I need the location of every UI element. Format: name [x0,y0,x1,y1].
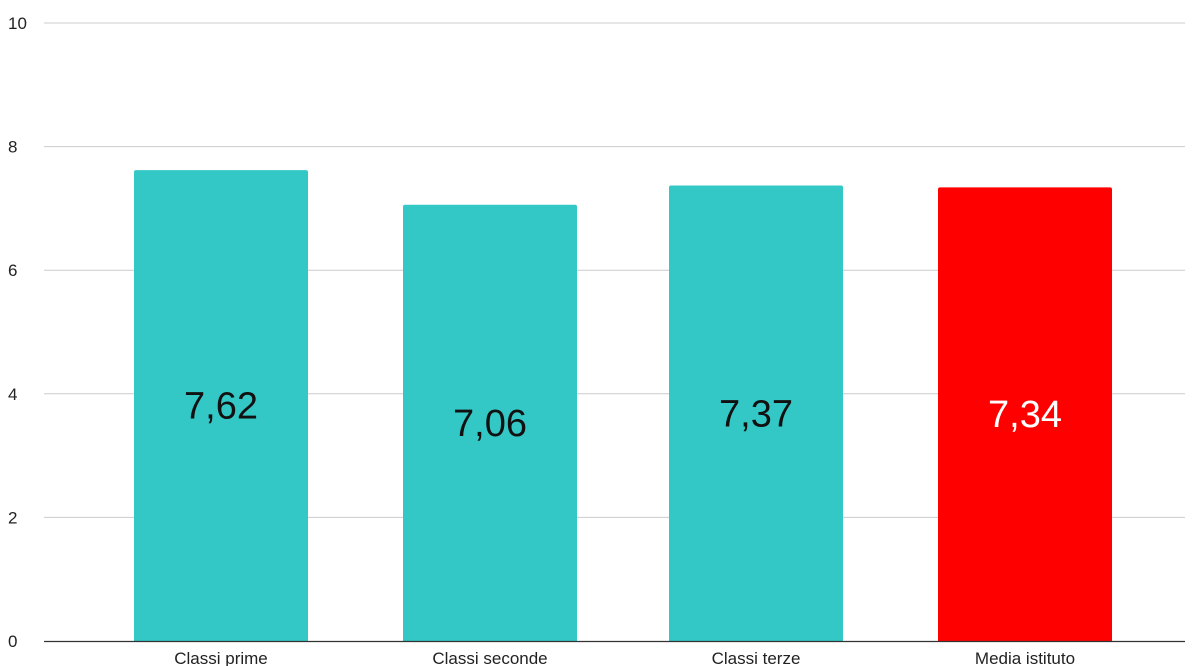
data-label: 7,06 [453,403,527,445]
data-labels: 7,62 7,06 7,37 7,34 [184,386,1062,445]
y-tick-label: 8 [8,138,17,157]
y-tick-label: 10 [8,14,27,33]
bars [134,170,1112,642]
bar-media-istituto [938,187,1112,641]
y-tick-label: 0 [8,632,17,651]
y-tick-label: 4 [8,385,17,404]
bar-classi-prime [134,170,308,642]
y-axis-ticks: 0 2 4 6 8 10 [8,14,27,651]
data-label: 7,37 [719,393,793,435]
data-label: 7,62 [184,386,258,428]
y-tick-label: 6 [8,261,17,280]
bar-classi-seconde [403,204,577,641]
x-axis-categories: Classi prime Classi seconde Classi terze Me… [174,649,1075,666]
x-category-label: Classi terze [712,649,801,666]
x-category-label: Media istituto [975,649,1075,666]
x-category-label: Classi prime [174,649,268,666]
y-tick-label: 2 [8,508,17,527]
data-label: 7,34 [988,394,1062,436]
x-category-label: Classi seconde [432,649,547,666]
bar-classi-terze [669,185,843,641]
